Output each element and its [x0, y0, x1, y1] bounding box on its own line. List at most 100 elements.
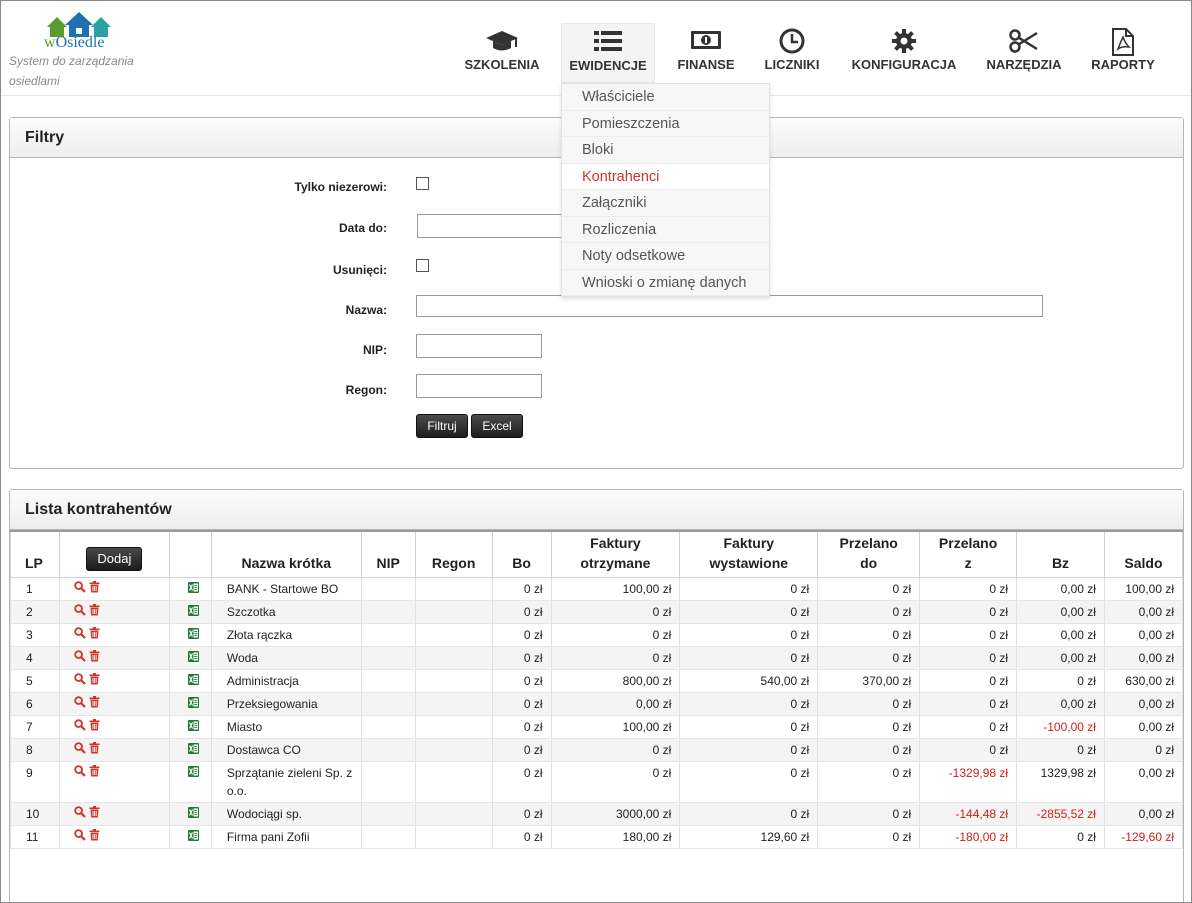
cell-transfer-from: 0 zł	[919, 577, 1018, 601]
nip-input[interactable]	[416, 334, 542, 358]
view-icon[interactable]	[74, 603, 86, 621]
add-button[interactable]: Dodaj	[86, 546, 143, 571]
cell-lp: 1	[10, 577, 60, 601]
cell-lp: 10	[10, 802, 60, 826]
cell-bo: 0 zł	[491, 577, 552, 601]
excel-icon[interactable]	[174, 649, 199, 667]
excel-icon[interactable]	[174, 718, 199, 736]
view-icon[interactable]	[74, 828, 86, 846]
delete-icon[interactable]	[89, 603, 100, 621]
cell-bo: 0 zł	[491, 600, 552, 624]
view-icon[interactable]	[74, 718, 86, 736]
cell-regon	[414, 802, 493, 826]
menu-item-kontrahenci[interactable]: Kontrahenci	[562, 163, 769, 190]
delete-icon[interactable]	[89, 626, 100, 644]
col-saldo[interactable]: Saldo	[1103, 530, 1184, 578]
name-input[interactable]	[416, 295, 1043, 317]
deleted-checkbox[interactable]	[416, 259, 429, 272]
filter-button[interactable]: Filtruj	[416, 414, 468, 438]
col-transfer-to[interactable]: Przelano do	[817, 530, 921, 578]
menu-item-zalaczniki[interactable]: Załączniki	[562, 190, 769, 217]
excel-icon[interactable]	[174, 626, 199, 644]
cell-transfer-from: 0 zł	[919, 646, 1018, 670]
excel-icon[interactable]	[174, 580, 199, 598]
col-transfer-from[interactable]: Przelano z	[919, 530, 1018, 578]
logo-text[interactable]: wOsiedle	[44, 34, 105, 51]
view-icon[interactable]	[74, 805, 86, 823]
cell-transfer-from: 0 zł	[919, 738, 1018, 762]
cell-excel	[168, 825, 212, 849]
regon-input[interactable]	[416, 374, 542, 398]
nav-label: SZKOLENIA	[464, 57, 540, 72]
cell-name: Administracja	[210, 669, 362, 693]
delete-icon[interactable]	[89, 764, 100, 782]
nav-narzedzia[interactable]: NARZĘDZIA	[981, 23, 1067, 83]
menu-item-pomieszczenia[interactable]: Pomieszczenia	[562, 111, 769, 137]
view-icon[interactable]	[74, 580, 86, 598]
delete-icon[interactable]	[89, 805, 100, 823]
cell-bz: 0 zł	[1016, 738, 1105, 762]
menu-item-noty-odsetkowe[interactable]: Noty odsetkowe	[562, 243, 769, 270]
col-issued[interactable]: Faktury wystawione	[679, 530, 819, 578]
delete-icon[interactable]	[89, 672, 100, 690]
nav-szkolenia[interactable]: SZKOLENIA	[459, 23, 545, 83]
col-bo[interactable]: Bo	[491, 530, 552, 578]
excel-icon[interactable]	[174, 828, 199, 846]
cell-issued: 0 zł	[679, 802, 819, 826]
col-nip[interactable]: NIP	[360, 530, 416, 578]
excel-icon[interactable]	[174, 603, 199, 621]
cell-transfer-to: 0 zł	[817, 715, 921, 739]
excel-icon[interactable]	[174, 805, 199, 823]
delete-icon[interactable]	[89, 718, 100, 736]
cell-regon	[414, 715, 493, 739]
excel-icon[interactable]	[174, 741, 199, 759]
main-nav: SZKOLENIA EWIDENCJE FINANSE LICZNIKI	[1, 23, 1191, 83]
delete-icon[interactable]	[89, 828, 100, 846]
nav-raporty[interactable]: RAPORTY	[1085, 23, 1161, 83]
cell-nip	[360, 600, 416, 624]
col-received[interactable]: Faktury otrzymane	[550, 530, 681, 578]
delete-icon[interactable]	[89, 580, 100, 598]
nav-konfiguracja[interactable]: KONFIGURACJA	[845, 23, 963, 83]
cell-received: 3000,00 zł	[550, 802, 681, 826]
menu-item-wlasciciele[interactable]: Właściciele	[562, 84, 769, 111]
cell-excel	[168, 761, 212, 803]
cell-bz: -2855,52 zł	[1016, 802, 1105, 826]
date-input[interactable]	[417, 214, 565, 238]
cell-name: Miasto	[210, 715, 362, 739]
nav-liczniki[interactable]: LICZNIKI	[759, 23, 825, 83]
view-icon[interactable]	[74, 672, 86, 690]
cell-bz: 0,00 zł	[1016, 623, 1105, 647]
cell-transfer-from: 0 zł	[919, 692, 1018, 716]
col-excel	[168, 530, 212, 578]
view-icon[interactable]	[74, 626, 86, 644]
excel-icon[interactable]	[174, 764, 199, 782]
delete-icon[interactable]	[89, 741, 100, 759]
menu-item-wnioski[interactable]: Wnioski o zmianę danych	[562, 270, 769, 296]
delete-icon[interactable]	[89, 695, 100, 713]
cell-nip	[360, 692, 416, 716]
cell-bo: 0 zł	[491, 761, 552, 803]
cell-bo: 0 zł	[491, 825, 552, 849]
view-icon[interactable]	[74, 764, 86, 782]
menu-item-rozliczenia[interactable]: Rozliczenia	[562, 217, 769, 243]
excel-icon[interactable]	[174, 672, 199, 690]
nav-ewidencje[interactable]: EWIDENCJE	[561, 23, 655, 83]
delete-icon[interactable]	[89, 649, 100, 667]
menu-item-bloki[interactable]: Bloki	[562, 137, 769, 164]
excel-button[interactable]: Excel	[471, 414, 523, 438]
table-row: 11 Firma pani Zofii 0 zł 180,00 zł 129,60 zł…	[10, 825, 1184, 849]
nav-label: FINANSE	[677, 57, 735, 72]
col-bz[interactable]: Bz	[1016, 530, 1105, 578]
only-nonzero-checkbox[interactable]	[416, 177, 429, 190]
nav-finanse[interactable]: FINANSE	[673, 23, 739, 83]
col-name[interactable]: Nazwa krótka	[210, 530, 362, 578]
view-icon[interactable]	[74, 649, 86, 667]
col-regon[interactable]: Regon	[414, 530, 493, 578]
excel-icon[interactable]	[174, 695, 199, 713]
cell-bo: 0 zł	[491, 646, 552, 670]
nav-label: EWIDENCJE	[569, 58, 647, 73]
view-icon[interactable]	[74, 695, 86, 713]
view-icon[interactable]	[74, 741, 86, 759]
cell-actions	[58, 646, 170, 670]
